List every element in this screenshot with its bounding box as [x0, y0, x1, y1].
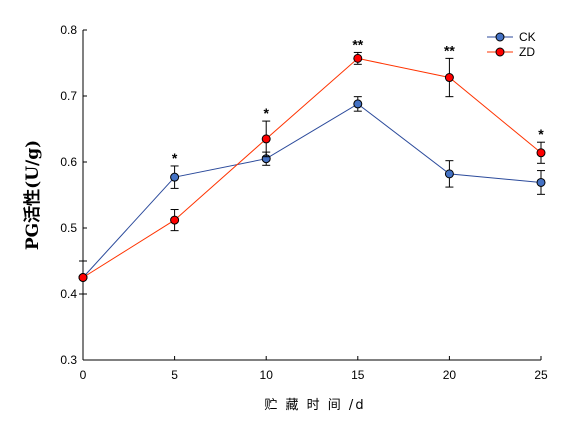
data-point [444, 73, 454, 83]
significance-marker: ** [352, 36, 363, 52]
series-ck [78, 96, 546, 295]
data-point [78, 273, 88, 282]
series-line-zd [82, 57, 542, 278]
significance-marker: ** [444, 42, 455, 58]
significance-annotations: **** *** [172, 36, 544, 166]
data-point [261, 134, 271, 144]
x-tick-label: 25 [534, 368, 548, 382]
x-tick-label: 10 [260, 368, 274, 382]
data-point [536, 177, 546, 187]
series-layer [78, 51, 546, 295]
y-axis-ticks: 0.3 0.4 0.5 0.6 0.7 0.8 [60, 23, 87, 367]
legend-marker-ck [495, 32, 505, 42]
x-axis-ticks: 0 5 10 15 20 25 [80, 356, 548, 382]
data-point [353, 53, 363, 63]
y-tick-label: 0.7 [60, 89, 77, 103]
data-point [536, 148, 546, 158]
y-tick-label: 0.8 [60, 23, 77, 37]
legend-marker-zd [495, 47, 505, 57]
y-tick-label: 0.6 [60, 155, 77, 169]
y-tick-label: 0.4 [60, 287, 77, 301]
legend-label-ck: CK [519, 30, 536, 44]
series-zd [78, 51, 546, 295]
significance-marker: * [172, 150, 178, 166]
x-axis-label: 贮 藏 时 间 /d [264, 398, 365, 413]
y-axis-label: PG活性(U/g) [22, 140, 43, 250]
x-tick-label: 20 [443, 368, 457, 382]
data-point [353, 99, 363, 109]
y-tick-label: 0.5 [60, 221, 77, 235]
significance-marker: * [263, 105, 269, 121]
data-point [444, 169, 454, 179]
axes [82, 30, 541, 361]
y-tick-label: 0.3 [60, 353, 77, 367]
series-line-ck [82, 103, 542, 278]
x-tick-label: 5 [171, 368, 178, 382]
x-tick-label: 0 [80, 368, 87, 382]
x-tick-label: 15 [351, 368, 365, 382]
legend-label-zd: ZD [519, 45, 535, 59]
data-point [170, 172, 180, 182]
significance-marker: * [538, 126, 544, 142]
data-point [170, 215, 180, 225]
